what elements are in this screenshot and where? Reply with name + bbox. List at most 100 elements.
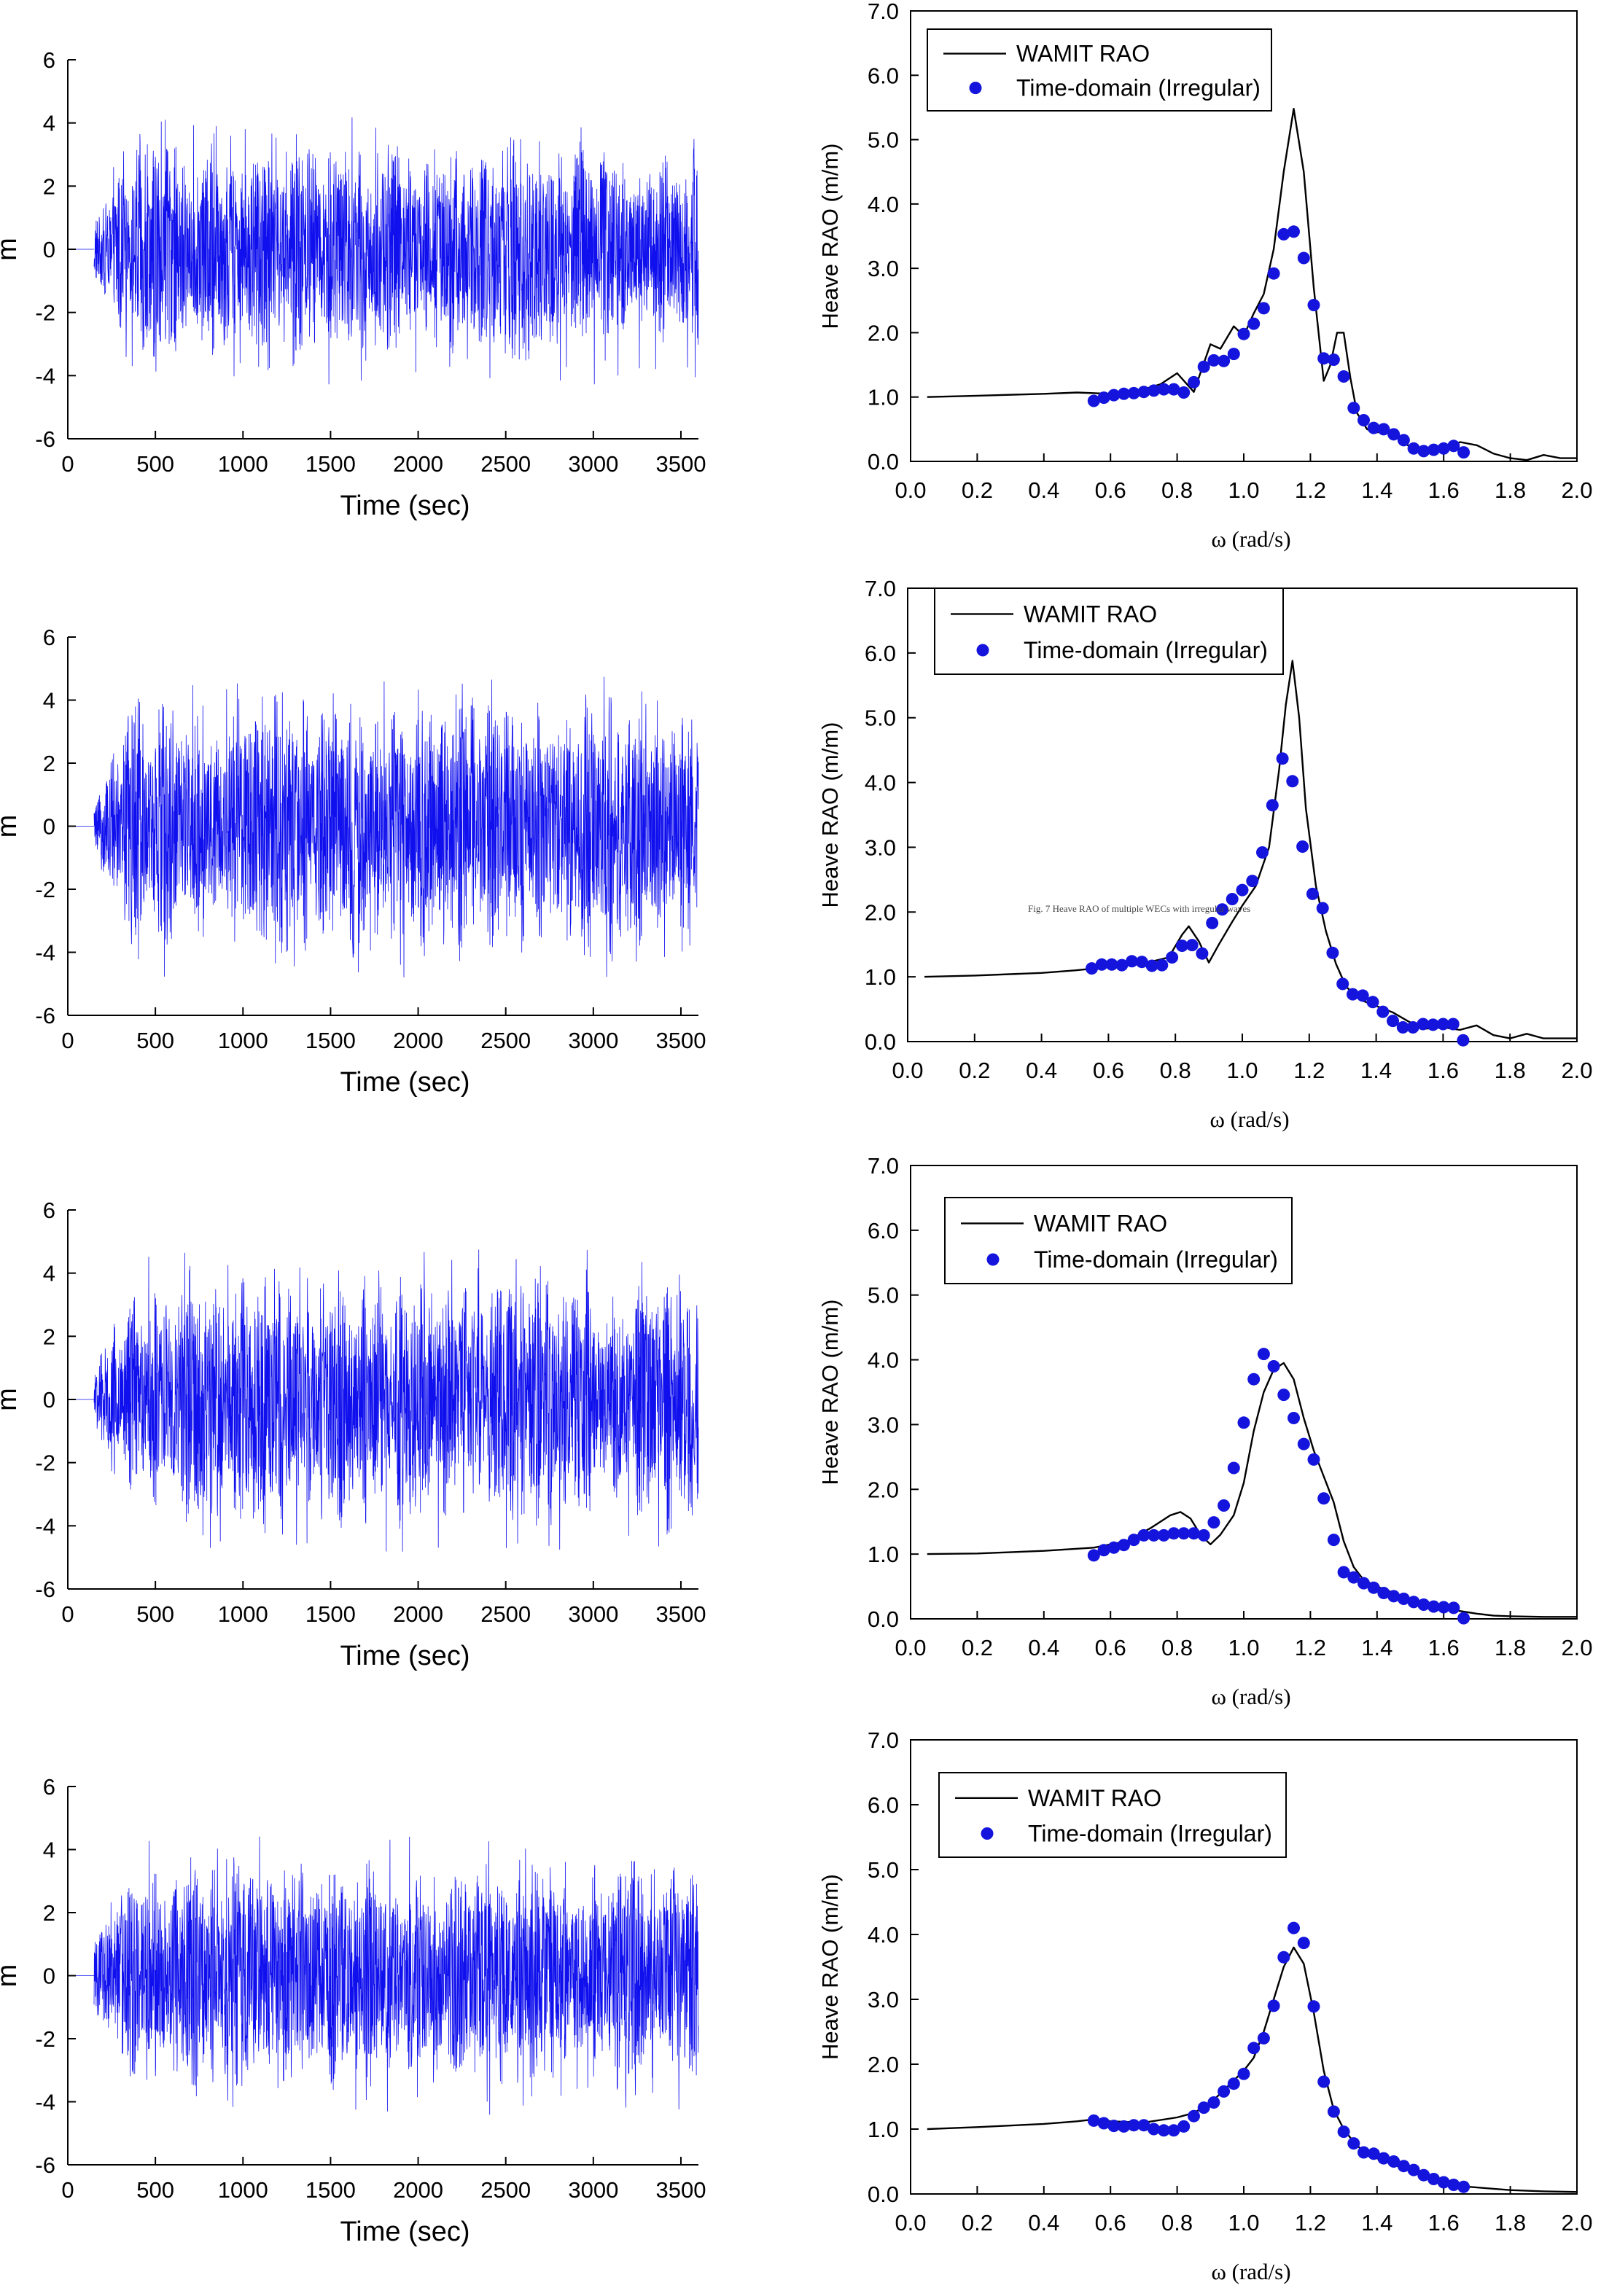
y-tick-label: 6 xyxy=(43,1774,55,1800)
time-domain-point xyxy=(1188,1527,1200,1540)
time-domain-point xyxy=(1417,445,1430,458)
time-domain-point xyxy=(1257,2031,1270,2045)
x-tick-label: 0.6 xyxy=(1093,1058,1124,1083)
x-tick-label: 3000 xyxy=(568,2177,618,2203)
time-domain-point xyxy=(1347,2137,1360,2150)
y-tick-label: 0 xyxy=(43,237,55,262)
time-domain-point xyxy=(1107,388,1121,402)
time-domain-point xyxy=(1337,370,1350,383)
x-tick-label: 0.2 xyxy=(959,1058,990,1083)
y-tick-label: 0 xyxy=(43,1387,55,1413)
time-domain-point xyxy=(1257,302,1270,315)
time-domain-point xyxy=(1236,883,1249,897)
time-domain-point xyxy=(1367,1581,1380,1594)
y-tick-label: 4 xyxy=(43,1838,55,1863)
time-domain-point xyxy=(1135,956,1148,969)
time-domain-point xyxy=(1288,1412,1300,1424)
time-domain-point xyxy=(1167,1527,1180,1540)
x-tick-label: 0.8 xyxy=(1160,1058,1191,1083)
x-tick-label: 1000 xyxy=(218,1601,268,1627)
time-domain-point xyxy=(1086,962,1098,975)
x-tick-label: 0.0 xyxy=(895,477,926,503)
x-axis-title: ω (rad/s) xyxy=(1211,526,1290,552)
time-domain-point xyxy=(1118,2120,1130,2133)
y-axis-title: Heave RAO (m/m) xyxy=(817,722,843,908)
x-tick-label: 500 xyxy=(136,1601,174,1627)
time-domain-point xyxy=(1127,386,1140,399)
x-tick-label: 1.2 xyxy=(1295,477,1326,503)
time-domain-point xyxy=(1185,939,1199,952)
time-domain-point xyxy=(1397,1593,1410,1605)
x-tick-label: 0.8 xyxy=(1161,477,1193,503)
legend-label: Time-domain (Irregular) xyxy=(1028,1821,1272,1847)
x-tick-label: 1.0 xyxy=(1228,477,1259,503)
y-tick-label: 2 xyxy=(43,1324,55,1349)
time-domain-point xyxy=(1427,2173,1440,2185)
x-tick-label: 2000 xyxy=(393,1028,443,1053)
time-domain-point xyxy=(1376,1005,1390,1018)
legend-box xyxy=(927,28,1272,112)
time-domain-point xyxy=(1097,391,1110,405)
time-domain-point xyxy=(1137,2119,1150,2132)
time-domain-point xyxy=(1257,1348,1270,1361)
x-axis-title: ω (rad/s) xyxy=(1209,1106,1289,1132)
time-domain-point xyxy=(1266,799,1279,812)
time-domain-point xyxy=(1166,951,1179,964)
legend-label: WAMIT RAO xyxy=(1028,1785,1161,1811)
y-tick-label: -2 xyxy=(35,300,55,326)
time-domain-point xyxy=(1296,840,1309,853)
y-tick-label: 0.0 xyxy=(868,449,899,475)
x-tick-label: 1.4 xyxy=(1361,2210,1392,2236)
time-domain-point xyxy=(1336,977,1349,991)
x-tick-label: 500 xyxy=(136,1028,174,1053)
time-domain-point xyxy=(1156,958,1169,972)
time-domain-point xyxy=(1437,2176,1450,2189)
y-tick-label: 0.0 xyxy=(865,1029,896,1055)
time-domain-point xyxy=(1267,1999,1280,2012)
time-domain-point xyxy=(1327,2105,1340,2118)
legend-label: WAMIT RAO xyxy=(1024,601,1157,627)
x-tick-label: 3500 xyxy=(655,1028,706,1053)
time-domain-point xyxy=(1377,1587,1390,1599)
y-tick-label: 6 xyxy=(43,47,55,73)
y-axis-title: Heave RAO (m/m) xyxy=(817,1874,843,2060)
y-tick-label: 3.0 xyxy=(868,256,899,281)
time-domain-point xyxy=(1118,1539,1130,1552)
legend-label: WAMIT RAO xyxy=(1034,1210,1167,1236)
time-domain-point xyxy=(1197,360,1210,373)
x-tick-label: 2500 xyxy=(480,1601,531,1627)
y-tick-label: 2.0 xyxy=(868,2052,899,2077)
x-tick-label: 1.6 xyxy=(1427,1058,1459,1083)
time-domain-point xyxy=(1407,442,1420,455)
x-tick-label: 1.8 xyxy=(1495,1635,1526,1660)
x-tick-label: 0.4 xyxy=(1026,1058,1057,1083)
rao-panel-1: 0.0 1.0 2.0 3.0 4.0 5.0 6.0 7.0 0.0 0.2 0.4 0.6 0.8 1… xyxy=(817,0,1593,552)
time-domain-point xyxy=(1167,383,1180,396)
time-domain-point xyxy=(1337,1566,1350,1579)
time-domain-point xyxy=(1447,1601,1460,1614)
x-tick-label: 0 xyxy=(61,451,74,477)
x-tick-label: 3500 xyxy=(655,2177,706,2203)
time-domain-point xyxy=(1297,251,1310,265)
y-axis-title: m xyxy=(0,238,23,261)
x-tick-label: 1.4 xyxy=(1361,1635,1392,1660)
time-domain-point xyxy=(1356,989,1369,1002)
time-domain-point xyxy=(1457,1612,1470,1625)
y-axis-title: Heave RAO (m/m) xyxy=(817,1300,843,1485)
y-tick-label: 1.0 xyxy=(865,964,896,990)
time-domain-point xyxy=(1087,394,1100,407)
time-domain-point xyxy=(1377,2152,1390,2165)
time-domain-point xyxy=(1457,446,1470,459)
x-tick-label: 3000 xyxy=(568,1601,618,1627)
x-tick-label: 1.2 xyxy=(1295,1635,1326,1660)
x-axis-title: Time (sec) xyxy=(340,491,470,521)
legend-box xyxy=(938,1772,1287,1858)
time-domain-point xyxy=(1316,902,1329,915)
time-domain-point xyxy=(1207,1516,1220,1529)
time-domain-point xyxy=(1457,1034,1470,1047)
time-domain-point xyxy=(1256,846,1269,859)
rao-panel-3: 0.0 1.0 2.0 3.0 4.0 5.0 6.0 7.0 0.0 0.2 0.4 0.6 0.8 1… xyxy=(817,1153,1593,1709)
x-tick-label: 0.4 xyxy=(1028,477,1059,503)
